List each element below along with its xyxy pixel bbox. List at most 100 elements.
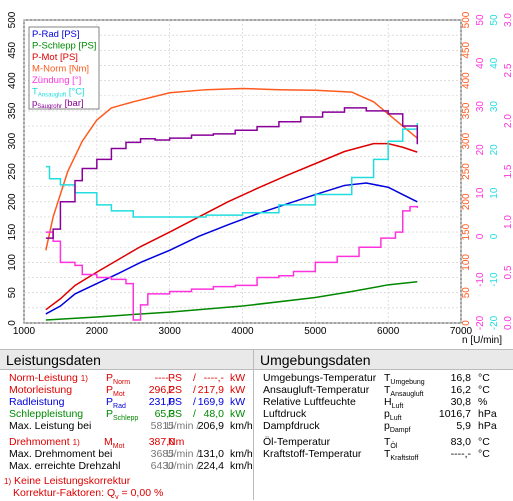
leistung-value2: ----,- bbox=[203, 372, 224, 384]
leistung-unit2: kW bbox=[230, 372, 246, 384]
right-axis-tick-label: 350 bbox=[461, 102, 472, 119]
max-leistung-rpm: 5815 bbox=[150, 420, 174, 432]
legend-entry: P-Mot [PS] bbox=[32, 52, 78, 63]
max-drehmoment-unit: U/min / bbox=[166, 448, 200, 460]
right-axis-tick-label: 200 bbox=[461, 193, 472, 210]
umgebung-symbol: TÖl bbox=[384, 436, 398, 451]
right-axis-tick-label: 50 bbox=[461, 287, 472, 299]
leistung-slash: / bbox=[193, 372, 196, 384]
right-axis-tick-label: 300 bbox=[461, 132, 472, 149]
right-axis-tick-label: 0.5 bbox=[503, 265, 513, 279]
umgebung-value: 16,8 bbox=[450, 372, 471, 384]
leistung-unit1: PS bbox=[168, 384, 183, 396]
drehmoment-unit: Nm bbox=[168, 436, 185, 448]
x-tick-label: 3000 bbox=[159, 326, 182, 337]
max-drehmoment-rpm: 3685 bbox=[150, 448, 174, 460]
umgebung-value: 5,9 bbox=[456, 420, 471, 432]
left-tick-label: 350 bbox=[7, 102, 18, 119]
leistung-unit1: PS bbox=[168, 396, 183, 408]
right-axis-tick-label: 400 bbox=[461, 72, 472, 89]
legend-entry: pSaugrohr [bar] bbox=[32, 98, 84, 110]
right-axis-tick-label: 100 bbox=[461, 254, 472, 271]
umgebung-label: Kraftstoff-Temperatur bbox=[263, 448, 362, 460]
x-tick-label: 4000 bbox=[231, 326, 254, 337]
torque-line bbox=[45, 87, 418, 251]
leistung-unit2: kW bbox=[230, 384, 246, 396]
drehmoment-symbol: MMot bbox=[104, 436, 125, 451]
drehmoment-value: 387,0 bbox=[148, 436, 175, 448]
umgebung-symbol: pDampf bbox=[384, 420, 411, 435]
leistung-slash: / bbox=[193, 408, 196, 420]
umgebung-value: 30,8 bbox=[450, 396, 471, 408]
umgebung-value: 1016,7 bbox=[438, 408, 471, 420]
legend-entry: P-Rad [PS] bbox=[32, 29, 80, 40]
right-axis-tick-label: 20 bbox=[475, 144, 486, 156]
leistung-unit2: kW bbox=[230, 408, 246, 420]
umgebung-label: Umgebungs-Temperatur bbox=[263, 372, 377, 384]
umgebung-label: Öl-Temperatur bbox=[263, 436, 331, 448]
right-axis-tick-label: 0.0 bbox=[503, 316, 513, 330]
x-tick-label: 7000 bbox=[450, 326, 473, 337]
right-axis-tick-label: 20 bbox=[489, 144, 500, 156]
umgebung-unit: °C bbox=[478, 436, 490, 448]
legend-box bbox=[28, 26, 100, 110]
leistung-label: Motorleistung bbox=[9, 384, 73, 396]
manifold-line bbox=[45, 107, 419, 239]
right-axis-tick-label: 10 bbox=[475, 187, 486, 199]
max-drehzahl-unit: U/min / bbox=[166, 460, 200, 472]
umgebung-unit: % bbox=[478, 396, 488, 408]
umgebung-symbol: HLuft bbox=[384, 396, 404, 411]
right-axis-tick-label: 150 bbox=[461, 223, 472, 240]
left-tick-label: 250 bbox=[7, 163, 18, 180]
right-axis-tick-label: 0 bbox=[475, 233, 486, 239]
note-correction: 1) Keine Leistungskorrektur bbox=[4, 475, 131, 487]
right-axis-tick-label: 450 bbox=[461, 42, 472, 59]
leistung-symbol: PNorm bbox=[106, 372, 131, 387]
leistung-label: Radleistung bbox=[9, 396, 65, 408]
umgebung-symbol: pLuft bbox=[384, 408, 402, 423]
umgebung-unit: °C bbox=[478, 448, 490, 460]
right-axis-tick-label: 500 bbox=[461, 11, 472, 28]
umgebung-unit: hPa bbox=[478, 420, 497, 432]
umgebung-symbol: TUmgebung bbox=[384, 372, 425, 387]
left-tick-label: 150 bbox=[7, 223, 18, 240]
left-tick-label: 100 bbox=[7, 254, 18, 271]
legend-entry: Zündung [°] bbox=[32, 75, 81, 86]
x-tick-label: 6000 bbox=[377, 326, 400, 337]
max-drehzahl-rpm: 6430 bbox=[150, 460, 174, 472]
right-axis-tick-label: -10 bbox=[475, 272, 486, 287]
max-drehzahl-speed: 224,4 bbox=[197, 460, 224, 472]
right-axis-tick-label: 30 bbox=[475, 101, 486, 113]
leistung-value1: 65,3 bbox=[154, 408, 175, 420]
engine-line bbox=[45, 142, 418, 311]
leistung-value2: 48,0 bbox=[203, 408, 224, 420]
legend-entry: M-Norm [Nm] bbox=[32, 64, 89, 75]
right-axis-tick-label: -10 bbox=[489, 272, 500, 287]
leistung-value2: 217,9 bbox=[197, 384, 224, 396]
legend-entry: P-Schlepp [PS] bbox=[32, 41, 96, 52]
leistung-value1: ----,- bbox=[154, 372, 175, 384]
right-axis-tick-label: 2.0 bbox=[503, 114, 513, 128]
left-tick-label: 200 bbox=[7, 193, 18, 210]
leistung-unit1: PS bbox=[168, 408, 183, 420]
left-tick-label: 500 bbox=[7, 11, 18, 28]
umgebung-symbol: TAnsaugluft bbox=[384, 384, 424, 399]
umgebung-label: Relative Luftfeuchte bbox=[263, 396, 356, 408]
right-axis-tick-label: -20 bbox=[475, 315, 486, 330]
x-tick-label: 5000 bbox=[304, 326, 327, 337]
max-drehmoment-unit2: km/h bbox=[230, 448, 253, 460]
umgebung-value: ----,- bbox=[450, 448, 471, 460]
x-axis-label: n [U/min] bbox=[462, 335, 502, 345]
max-drehzahl-label: Max. erreichte Drehzahl bbox=[9, 460, 121, 472]
umgebung-unit: hPa bbox=[478, 408, 497, 420]
drehmoment-label: Drehmoment 1) bbox=[9, 436, 80, 448]
leistung-slash: / bbox=[193, 396, 196, 408]
leistung-value1: 296,2 bbox=[148, 384, 175, 396]
umgebung-label: Dampfdruck bbox=[263, 420, 320, 432]
right-axis-tick-label: 40 bbox=[489, 57, 500, 69]
max-leistung-unit: U/min / bbox=[166, 420, 200, 432]
drag-line bbox=[45, 281, 418, 321]
note-factors: Korrektur-Faktoren: Qv = 0,00 % bbox=[13, 487, 164, 501]
left-tick-label: 450 bbox=[7, 42, 18, 59]
left-tick-label: 0 bbox=[7, 320, 18, 326]
